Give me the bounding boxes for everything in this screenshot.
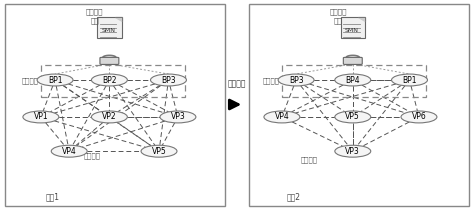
Bar bbox=[5, 4, 225, 206]
Text: VP4: VP4 bbox=[274, 112, 289, 121]
Text: BP3: BP3 bbox=[289, 75, 303, 84]
Text: VP5: VP5 bbox=[152, 147, 166, 156]
Ellipse shape bbox=[278, 74, 314, 86]
Bar bbox=[249, 4, 469, 206]
Text: 网灥1: 网灥1 bbox=[46, 192, 60, 201]
Ellipse shape bbox=[160, 111, 196, 123]
Text: VP4: VP4 bbox=[62, 147, 77, 156]
Text: 安全管理
节点: 安全管理 节点 bbox=[329, 9, 347, 24]
Ellipse shape bbox=[141, 145, 177, 157]
Ellipse shape bbox=[37, 74, 73, 86]
Text: BP2: BP2 bbox=[102, 75, 117, 84]
Text: VP1: VP1 bbox=[34, 112, 48, 121]
Bar bbox=[41, 65, 185, 97]
Text: VP3: VP3 bbox=[171, 112, 185, 121]
Text: SMN: SMN bbox=[345, 28, 358, 33]
Text: SMN: SMN bbox=[101, 28, 115, 33]
Ellipse shape bbox=[335, 74, 371, 86]
Ellipse shape bbox=[401, 111, 437, 123]
Bar bbox=[282, 65, 426, 97]
Ellipse shape bbox=[392, 74, 428, 86]
Polygon shape bbox=[358, 17, 365, 21]
Text: VP6: VP6 bbox=[411, 112, 426, 121]
Polygon shape bbox=[115, 17, 122, 21]
Text: VP5: VP5 bbox=[346, 112, 360, 121]
Text: BP1: BP1 bbox=[402, 75, 417, 84]
Text: 共识节点: 共识节点 bbox=[21, 78, 38, 84]
Bar bbox=[97, 17, 122, 38]
Ellipse shape bbox=[151, 74, 186, 86]
Text: 网灥2: 网灥2 bbox=[287, 192, 301, 201]
Ellipse shape bbox=[264, 111, 300, 123]
FancyBboxPatch shape bbox=[100, 57, 119, 64]
Ellipse shape bbox=[91, 74, 128, 86]
Ellipse shape bbox=[91, 111, 128, 123]
Text: 验证节点: 验证节点 bbox=[301, 156, 318, 163]
FancyBboxPatch shape bbox=[343, 57, 362, 64]
Text: BP4: BP4 bbox=[346, 75, 360, 84]
Text: 验证节点: 验证节点 bbox=[83, 152, 100, 159]
Ellipse shape bbox=[51, 145, 87, 157]
Text: 共识节点: 共识节点 bbox=[263, 78, 280, 84]
Ellipse shape bbox=[23, 111, 59, 123]
Text: 动态网络: 动态网络 bbox=[228, 79, 246, 88]
Ellipse shape bbox=[335, 145, 371, 157]
Text: BP1: BP1 bbox=[48, 75, 62, 84]
Text: BP3: BP3 bbox=[161, 75, 176, 84]
Text: VP2: VP2 bbox=[102, 112, 117, 121]
Text: 安全管理
节点: 安全管理 节点 bbox=[86, 9, 103, 24]
Bar bbox=[340, 17, 365, 38]
Text: VP3: VP3 bbox=[346, 147, 360, 156]
Ellipse shape bbox=[335, 111, 371, 123]
